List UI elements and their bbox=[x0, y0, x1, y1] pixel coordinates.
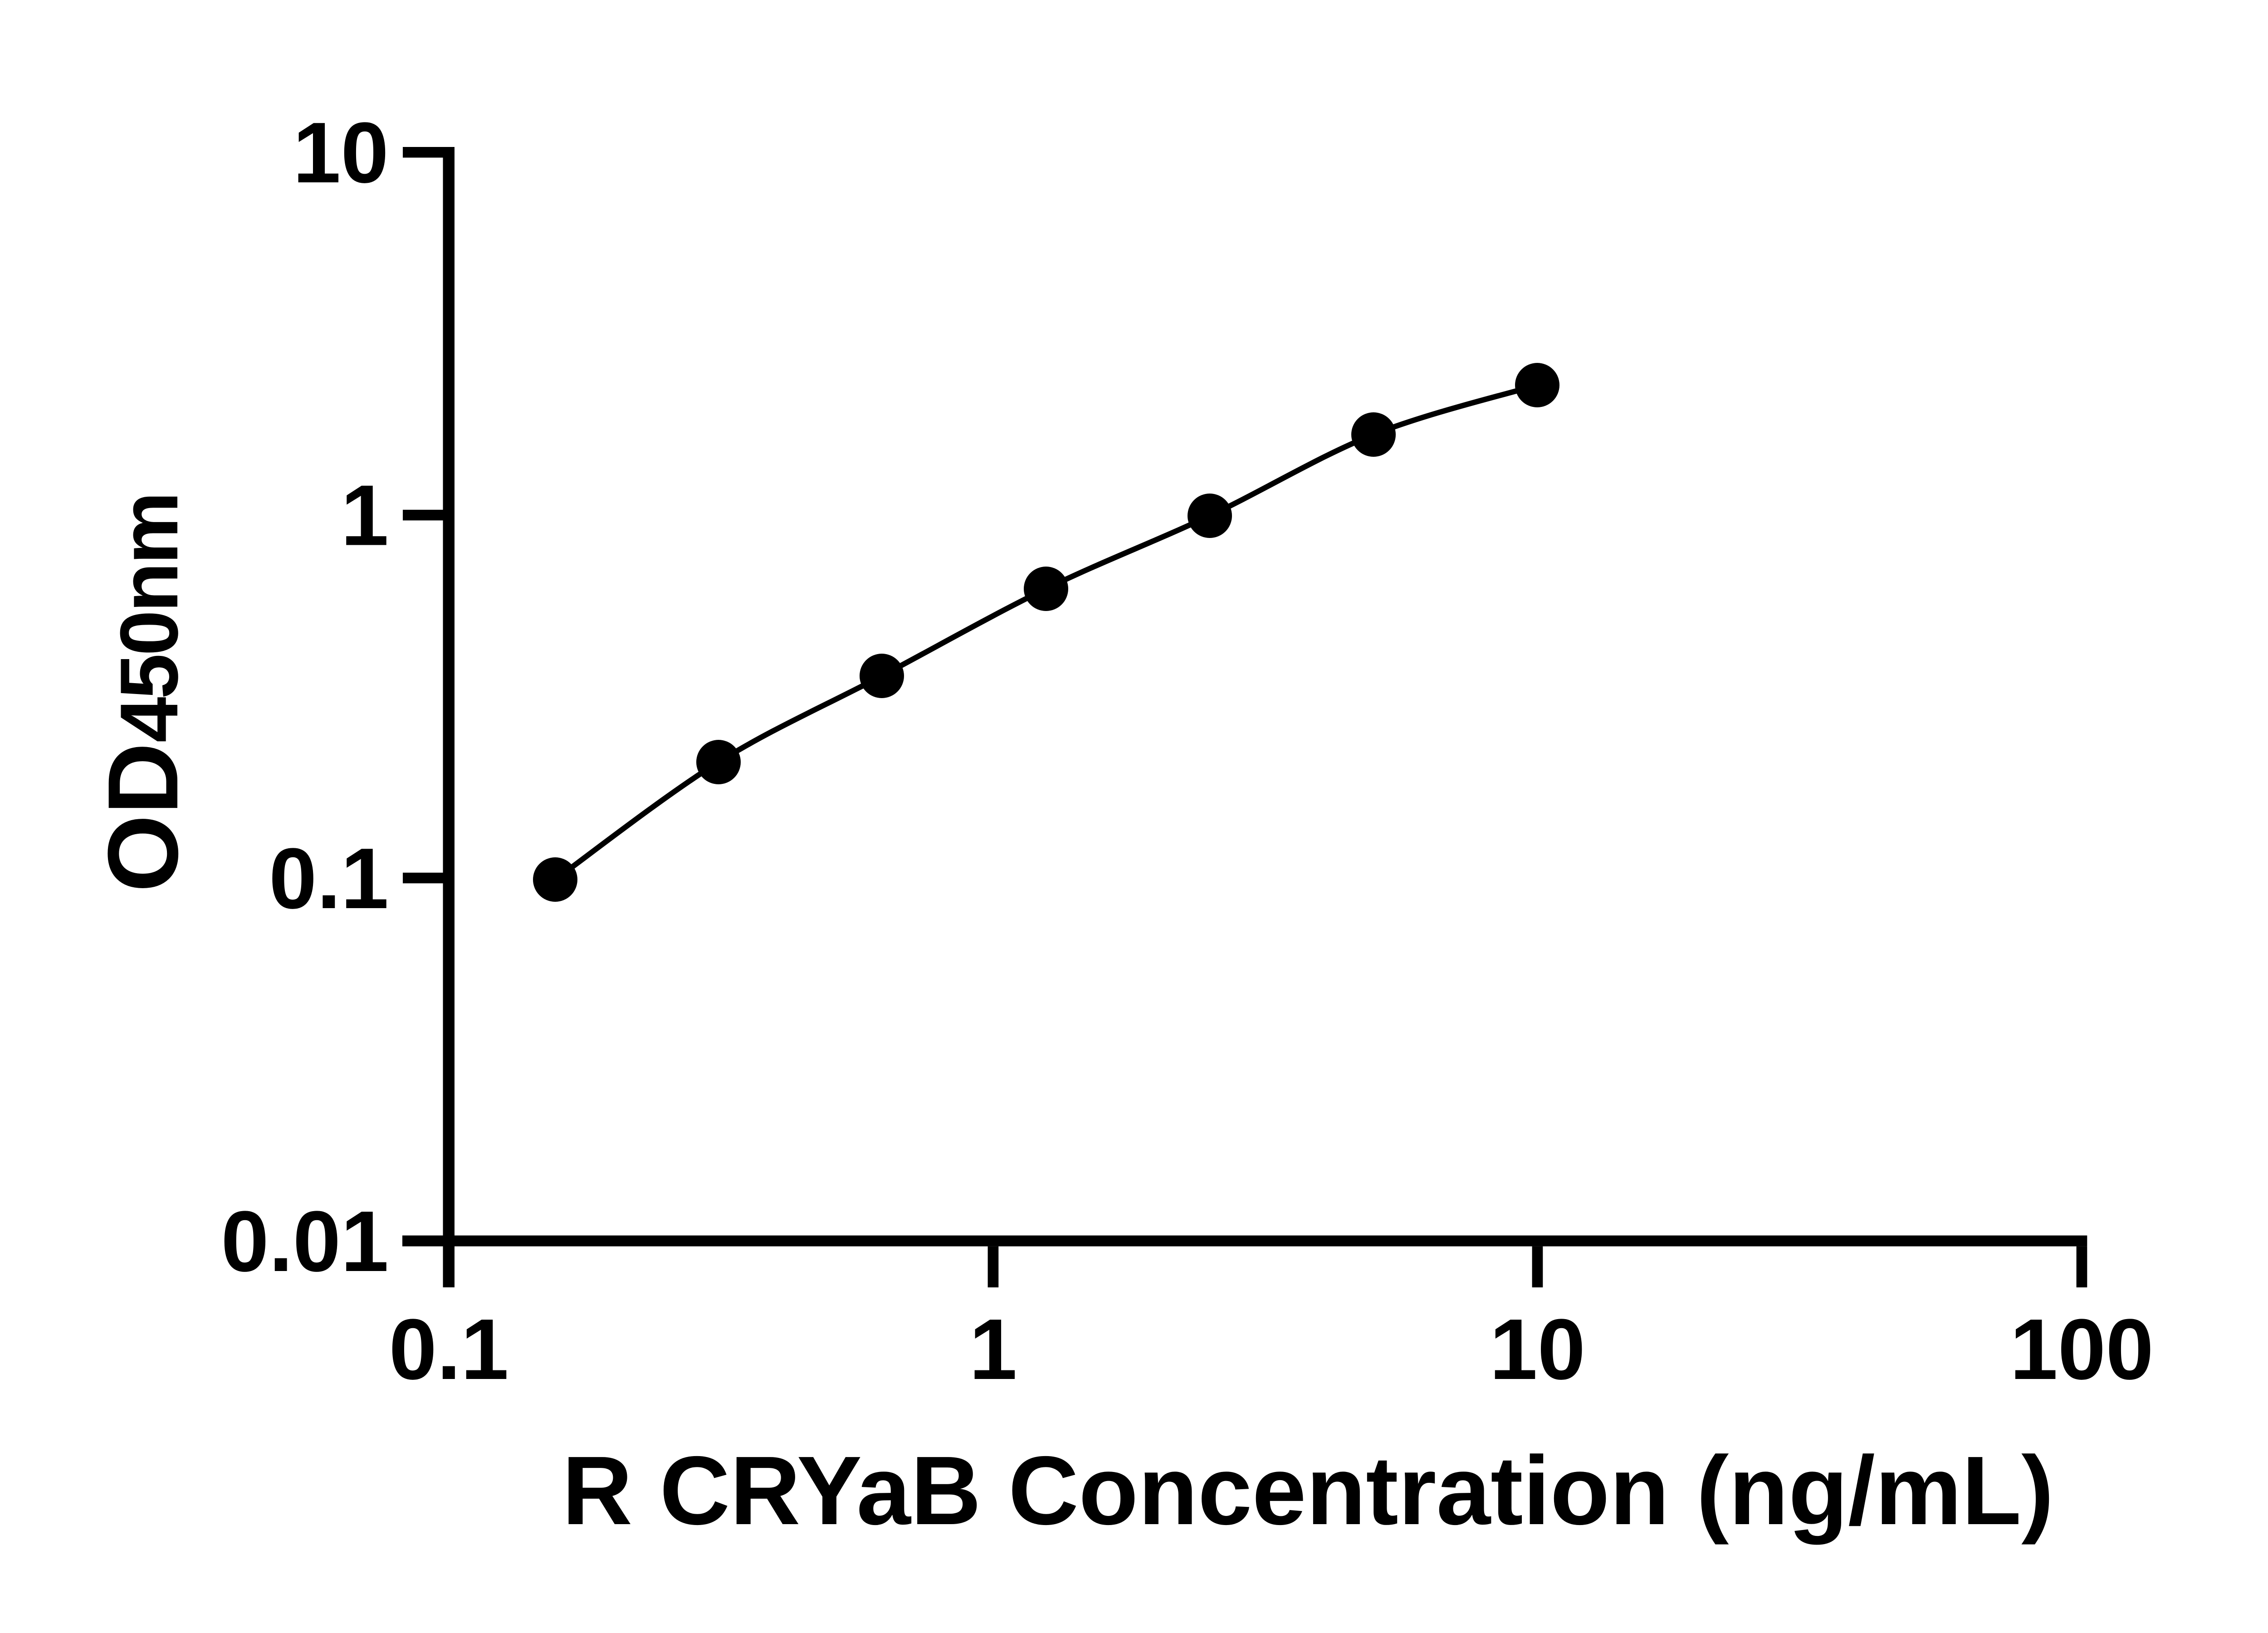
svg-text:10: 10 bbox=[1490, 1301, 1585, 1398]
svg-text:OD450nm: OD450nm bbox=[87, 494, 199, 893]
svg-text:0.1: 0.1 bbox=[389, 1301, 508, 1398]
svg-text:0.01: 0.01 bbox=[221, 1193, 389, 1290]
svg-text:1: 1 bbox=[969, 1301, 1017, 1398]
svg-text:10: 10 bbox=[293, 105, 389, 201]
svg-text:R CRYaB Concentration (ng/mL): R CRYaB Concentration (ng/mL) bbox=[562, 1436, 2054, 1545]
svg-text:0.1: 0.1 bbox=[269, 831, 389, 927]
svg-text:1: 1 bbox=[341, 468, 389, 564]
svg-text:100: 100 bbox=[2010, 1301, 2154, 1398]
